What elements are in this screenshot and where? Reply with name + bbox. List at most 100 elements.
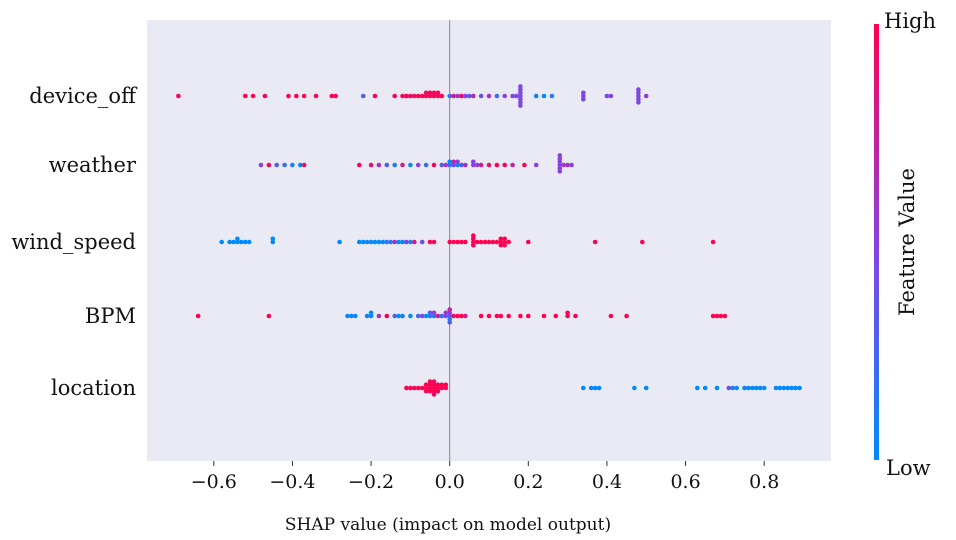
point-device_off: [455, 93, 460, 99]
point-location: [427, 385, 433, 391]
point-wind_speed: [463, 239, 468, 245]
point-BPM: [541, 313, 547, 319]
point-wind_speed: [404, 239, 409, 245]
point-BPM: [565, 310, 570, 316]
feature-label-location: location: [51, 376, 136, 400]
point-BPM: [553, 313, 559, 319]
point-wind_speed: [337, 239, 342, 245]
point-device_off: [419, 93, 425, 99]
point-location: [754, 385, 759, 391]
point-location: [592, 385, 598, 391]
point-device_off: [400, 93, 405, 99]
point-wind_speed: [219, 239, 224, 245]
point-wind_speed: [400, 239, 405, 245]
point-device_off: [372, 93, 378, 99]
point-BPM: [408, 313, 413, 319]
point-location: [404, 385, 409, 391]
point-device_off: [467, 93, 472, 99]
point-location: [596, 385, 602, 391]
point-BPM: [419, 313, 425, 319]
point-BPM: [427, 310, 433, 316]
point-wind_speed: [270, 239, 276, 245]
point-weather: [439, 162, 445, 168]
point-BPM: [447, 310, 453, 316]
x-axis-title: SHAP value (impact on model output): [285, 515, 611, 535]
point-BPM: [431, 313, 437, 319]
point-device_off: [329, 93, 335, 99]
x-tick-label: 0.0: [435, 471, 465, 493]
point-weather: [533, 162, 539, 168]
point-device_off: [262, 93, 268, 99]
point-wind_speed: [239, 239, 244, 245]
point-location: [734, 385, 739, 391]
point-weather: [423, 162, 429, 168]
point-weather: [415, 162, 421, 168]
point-BPM: [455, 313, 460, 319]
points-layer: [176, 84, 802, 397]
point-device_off: [518, 100, 523, 105]
point-BPM: [494, 313, 500, 319]
point-device_off: [471, 93, 476, 99]
point-weather: [494, 162, 500, 168]
point-location: [797, 385, 802, 391]
point-device_off: [423, 93, 429, 99]
point-BPM: [368, 313, 374, 319]
point-weather: [471, 162, 476, 168]
point-wind_speed: [396, 239, 401, 245]
point-device_off: [518, 90, 523, 96]
point-location: [412, 385, 417, 391]
point-location: [746, 385, 751, 391]
point-location: [427, 379, 433, 384]
point-location: [588, 385, 594, 391]
point-weather: [431, 162, 437, 168]
point-device_off: [518, 87, 523, 92]
point-BPM: [349, 313, 354, 319]
point-BPM: [384, 313, 390, 319]
point-weather: [557, 156, 563, 161]
point-weather: [392, 162, 398, 168]
point-BPM: [478, 313, 484, 319]
point-wind_speed: [471, 236, 476, 242]
point-location: [789, 385, 794, 391]
point-BPM: [459, 313, 464, 319]
point-device_off: [636, 100, 641, 105]
point-wind_speed: [412, 239, 417, 245]
point-wind_speed: [502, 242, 508, 248]
point-location: [777, 385, 783, 391]
feature-label-weather: weather: [49, 153, 137, 177]
point-device_off: [250, 93, 256, 99]
point-BPM: [427, 313, 433, 319]
point-weather: [443, 162, 449, 168]
point-wind_speed: [478, 239, 484, 245]
point-BPM: [714, 313, 720, 319]
point-device_off: [549, 93, 555, 99]
point-device_off: [510, 93, 515, 99]
point-weather: [557, 169, 563, 174]
point-device_off: [478, 93, 484, 99]
point-wind_speed: [388, 239, 394, 245]
point-device_off: [514, 93, 519, 99]
point-weather: [557, 153, 563, 158]
point-wind_speed: [471, 242, 476, 248]
point-device_off: [415, 93, 421, 99]
point-wind_speed: [490, 239, 496, 245]
point-wind_speed: [357, 239, 362, 245]
point-weather: [565, 162, 570, 168]
point-weather: [258, 162, 264, 168]
colorbar: High Low Feature Value: [874, 9, 936, 480]
point-device_off: [427, 93, 433, 99]
point-BPM: [376, 313, 382, 319]
point-location: [695, 385, 700, 391]
point-wind_speed: [502, 236, 508, 242]
point-BPM: [443, 310, 449, 316]
point-weather: [451, 159, 456, 165]
point-location: [750, 385, 755, 391]
point-wind_speed: [364, 239, 370, 245]
point-BPM: [608, 313, 614, 319]
point-device_off: [431, 90, 437, 96]
point-wind_speed: [451, 239, 456, 245]
point-device_off: [404, 93, 409, 99]
point-BPM: [526, 313, 531, 319]
